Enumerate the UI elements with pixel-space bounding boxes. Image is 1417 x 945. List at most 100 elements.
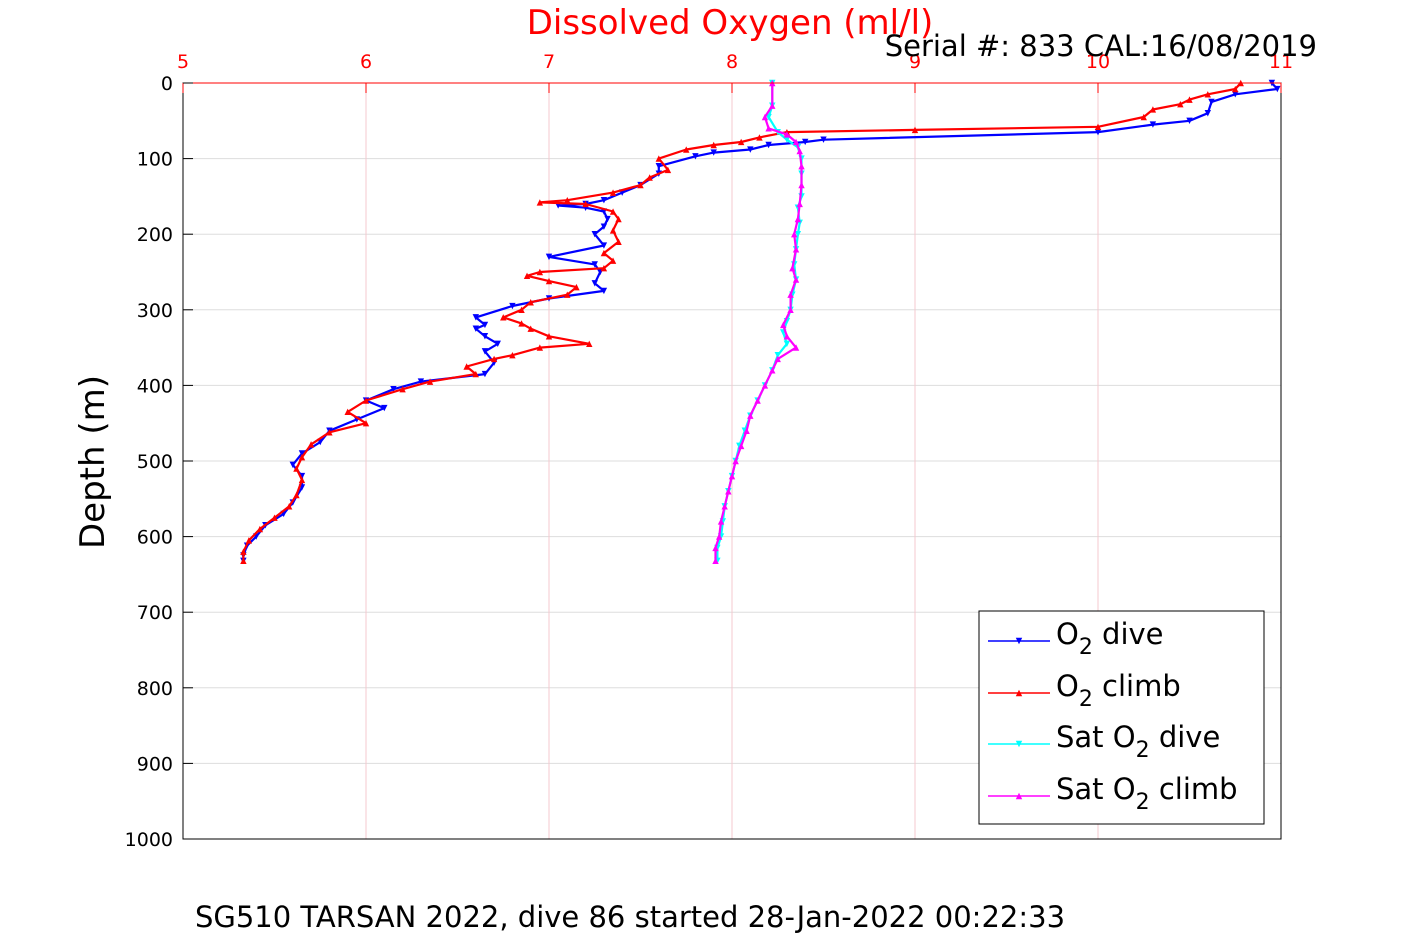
y-tick-label: 1000 [125, 829, 173, 851]
data-point-sat-o2-climb [715, 533, 723, 540]
data-point-o2-dive [600, 196, 608, 204]
y-axis: 0 100 200 300 400 500 600 700 800 900 1000 [125, 73, 193, 851]
legend-marker [1015, 689, 1023, 697]
data-point-o2-climb [509, 351, 516, 359]
data-point-o2-dive [692, 153, 699, 160]
data-point-o2-climb [523, 272, 531, 279]
data-point-o2-climb [1140, 113, 1147, 121]
data-point-o2-climb [240, 557, 247, 564]
legend-label: Sat O2 dive [1056, 720, 1220, 763]
data-point-sat-o2-climb [769, 367, 776, 374]
data-point-o2-dive [591, 280, 598, 287]
data-point-o2-climb [600, 249, 608, 257]
data-point-o2-dive [1208, 98, 1215, 106]
data-point-o2-climb [490, 355, 498, 363]
data-point-o2-climb [710, 141, 717, 149]
data-point-o2-dive [289, 461, 296, 468]
y-tick-label: 500 [137, 451, 173, 473]
data-point-o2-dive [545, 253, 553, 261]
data-point-sat-o2-climb [798, 181, 805, 189]
data-point-o2-dive [802, 138, 809, 146]
data-point-sat-o2-climb [796, 147, 803, 155]
data-point-sat-o2-dive [783, 136, 791, 143]
data-point-o2-climb [609, 227, 617, 234]
data-point-o2-dive [472, 314, 479, 321]
data-point-o2-climb [1149, 106, 1157, 113]
data-point-o2-dive [600, 223, 608, 230]
data-point-o2-dive [417, 378, 425, 385]
data-point-o2-climb [472, 370, 479, 378]
data-point-o2-climb [609, 208, 617, 215]
data-point-o2-dive [472, 325, 479, 332]
data-point-o2-climb [756, 134, 763, 141]
serial-cal-text: Serial #: 833 CAL:16/08/2019 [885, 29, 1317, 63]
data-point-sat-o2-climb [794, 215, 802, 223]
data-point-o2-climb [911, 126, 919, 134]
data-point-o2-climb [293, 465, 300, 472]
data-point-o2-dive [1149, 121, 1157, 128]
data-point-o2-climb [298, 476, 306, 484]
data-point-sat-o2-climb [743, 427, 750, 434]
data-point-o2-climb [664, 166, 672, 174]
y-axis-label: Depth (m) [73, 375, 113, 549]
legend-box [978, 610, 1265, 825]
y-tick-label: 0 [161, 73, 173, 95]
x-tick-label: 10 [1086, 51, 1110, 73]
chart-title: Dissolved Oxygen (ml/l) [527, 3, 934, 43]
y-tick-label: 100 [137, 149, 173, 171]
data-point-o2-climb [527, 325, 534, 332]
data-point-o2-dive [655, 162, 662, 170]
data-point-o2-dive [1094, 128, 1102, 136]
data-point-sat-o2-dive [783, 340, 791, 348]
data-point-o2-climb [326, 429, 333, 436]
data-point-o2-climb [545, 277, 553, 285]
data-point-sat-o2-climb [717, 518, 725, 525]
data-point-o2-climb [344, 408, 351, 416]
legend-entry: Sat O2 climb [988, 772, 1238, 815]
data-point-sat-o2-climb [728, 472, 736, 480]
data-point-o2-dive [481, 370, 489, 378]
data-point-sat-o2-climb [761, 382, 769, 389]
y-tick-label: 800 [137, 678, 173, 700]
data-point-o2-climb [536, 344, 544, 351]
data-point-o2-climb [586, 340, 593, 348]
data-point-sat-o2-climb [791, 231, 798, 238]
data-point-sat-o2-climb [761, 113, 769, 121]
data-point-o2-climb [573, 283, 580, 291]
data-point-o2-climb [615, 215, 622, 223]
series-o2-climb [240, 79, 1244, 564]
y-tick-label: 900 [137, 753, 173, 775]
data-point-o2-climb [609, 189, 617, 196]
data-point-o2-climb [609, 257, 617, 264]
data-point-sat-o2-climb [712, 557, 719, 564]
data-point-o2-dive [591, 231, 598, 238]
data-point-o2-climb [1177, 100, 1184, 108]
data-point-sat-o2-climb [783, 333, 791, 340]
x-tick-label: 5 [177, 51, 189, 73]
data-point-o2-dive [481, 333, 489, 340]
data-point-o2-dive [1204, 110, 1211, 117]
legend-marker [1015, 792, 1023, 800]
data-point-o2-climb [518, 320, 525, 327]
legend-entry: O2 dive [988, 617, 1164, 660]
data-point-sat-o2-climb [721, 503, 728, 510]
data-point-o2-dive [600, 287, 608, 295]
data-point-o2-climb [536, 268, 544, 276]
dive-caption: SG510 TARSAN 2022, dive 86 started 28-Ja… [195, 900, 1065, 934]
data-point-o2-dive [481, 348, 489, 355]
data-point-o2-climb [737, 138, 745, 146]
data-point-o2-climb [426, 378, 434, 385]
legend-marker [1015, 637, 1023, 645]
data-point-sat-o2-climb [787, 291, 794, 298]
data-point-o2-climb [1204, 91, 1211, 98]
data-point-o2-climb [582, 200, 589, 208]
data-point-sat-o2-climb [732, 457, 739, 465]
data-point-o2-climb [307, 441, 315, 448]
data-point-sat-o2-climb [780, 321, 787, 329]
legend: O2 dive O2 climb Sat O2 dive Sat O2 climb [978, 610, 1265, 825]
data-point-o2-climb [293, 491, 300, 499]
y-tick-label: 600 [137, 527, 173, 549]
data-point-o2-climb [1186, 96, 1193, 103]
data-point-o2-climb [500, 314, 507, 321]
data-point-sat-o2-climb [792, 344, 800, 351]
